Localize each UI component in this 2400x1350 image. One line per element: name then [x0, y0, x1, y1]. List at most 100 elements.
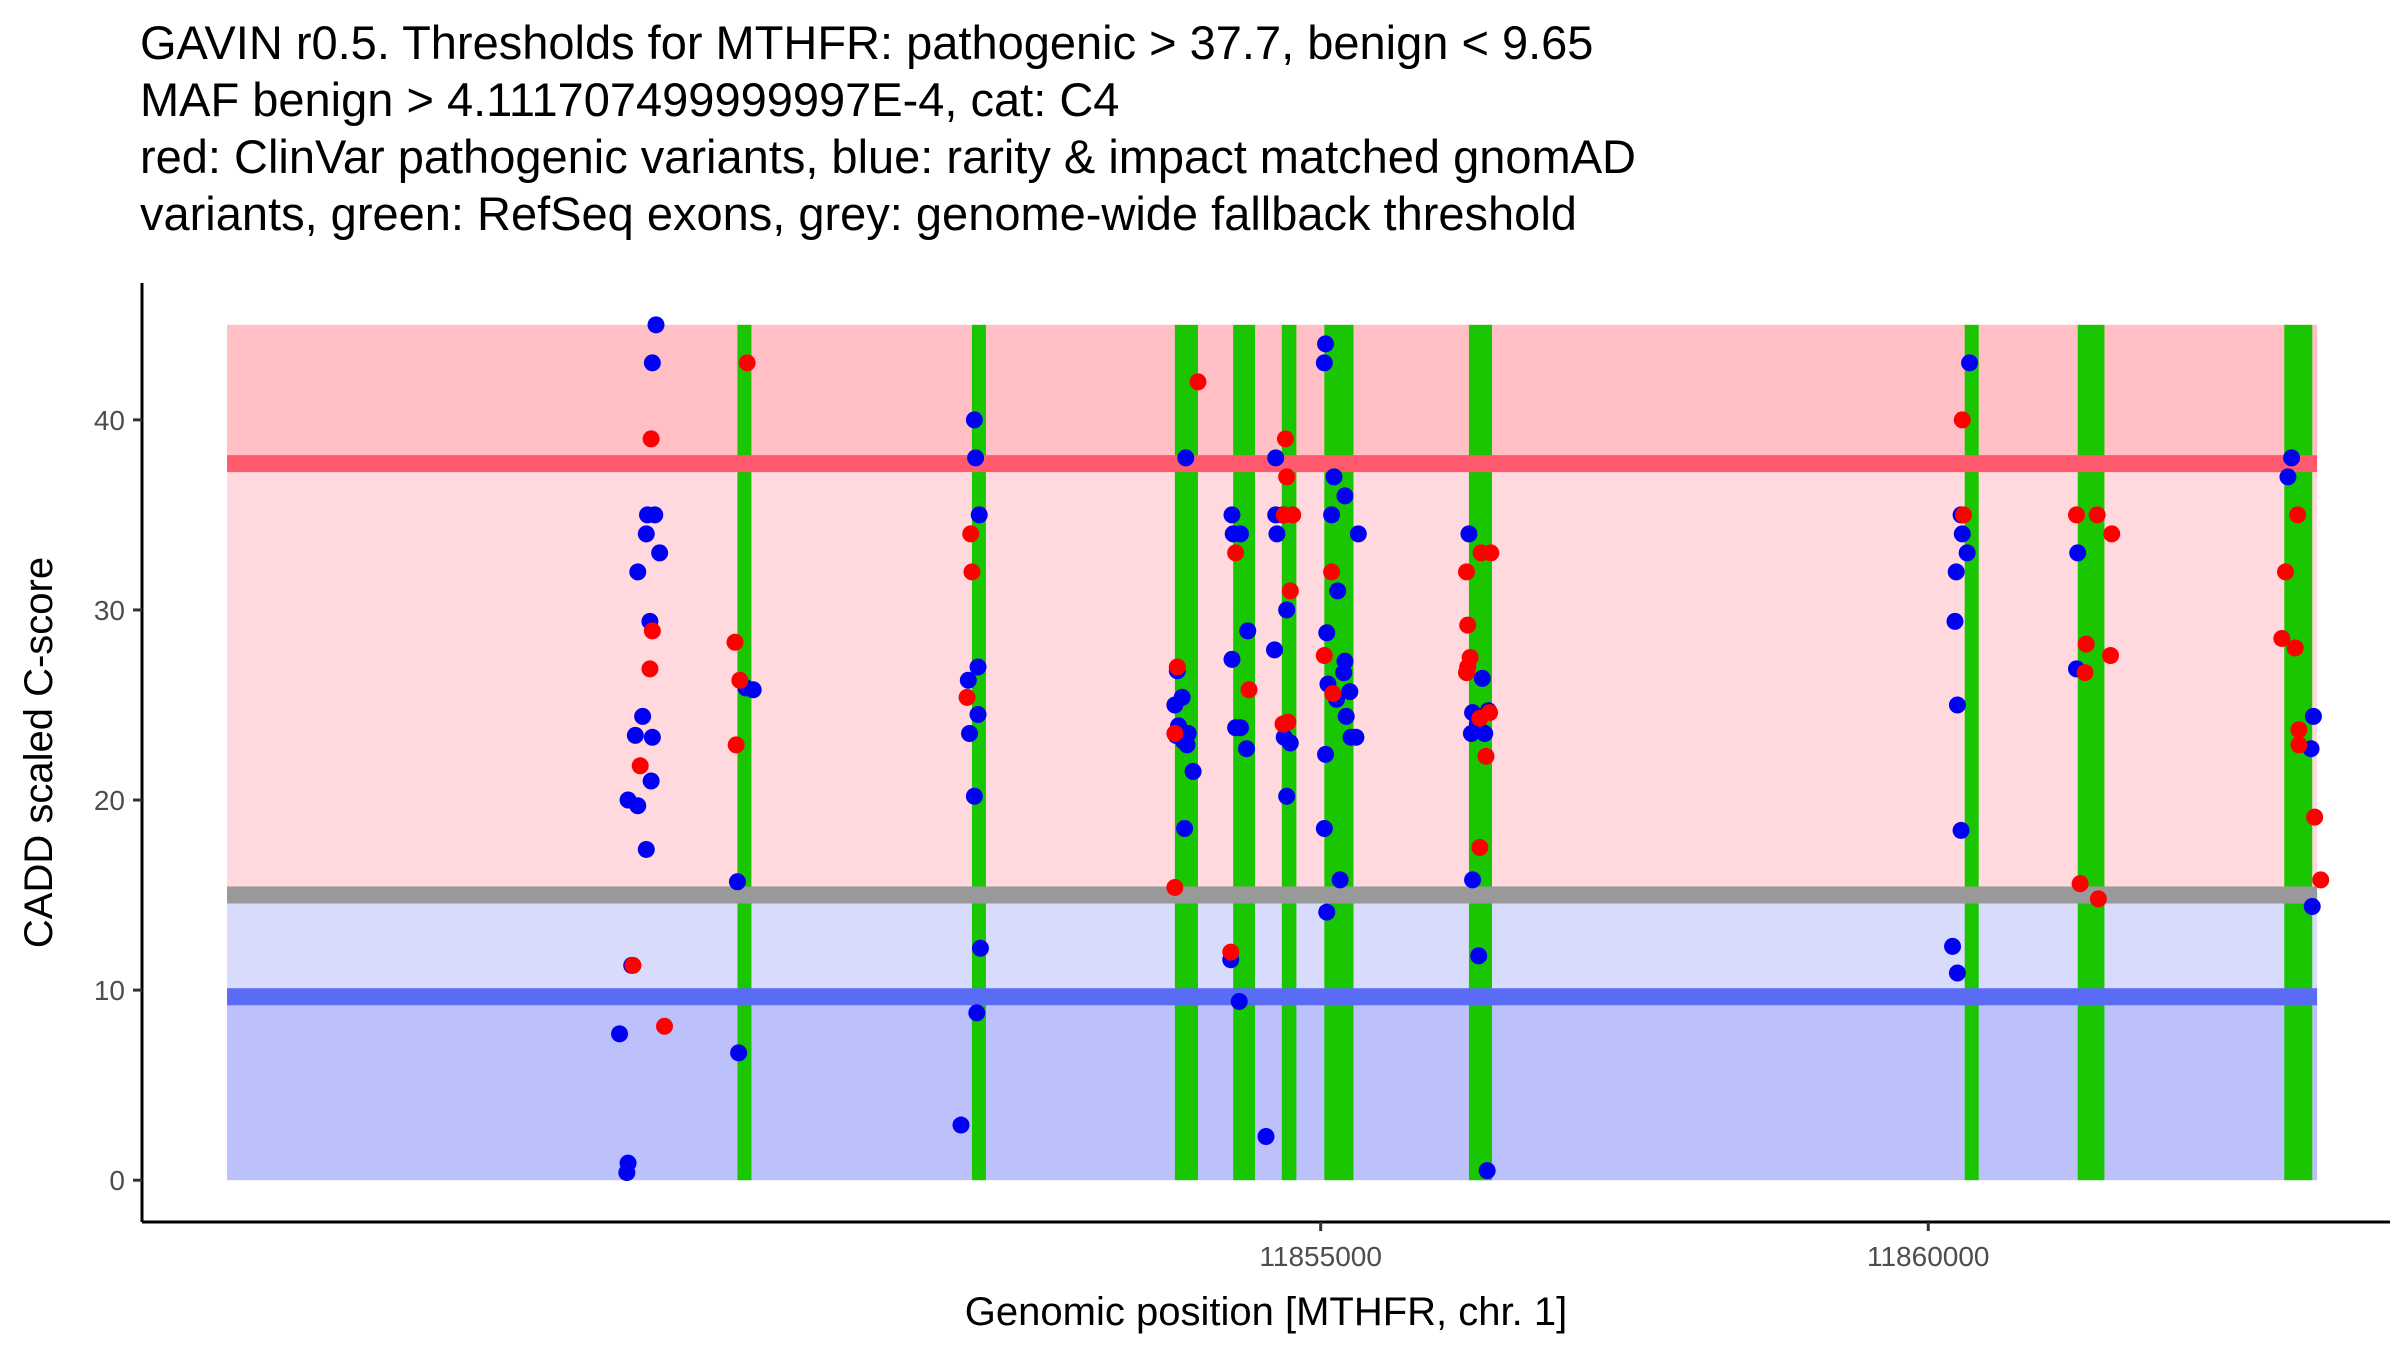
clinvar-point-21 [1276, 430, 1294, 448]
gnomad-point-51 [1231, 719, 1249, 737]
clinvar-point-58 [2306, 808, 2324, 826]
gnomad-point-21 [730, 1044, 748, 1062]
axes [140, 283, 2390, 1224]
y-tick-label-0: 0 [109, 1165, 125, 1196]
clinvar-point-25 [1281, 582, 1299, 600]
clinvar-point-8 [726, 633, 744, 651]
clinvar-point-53 [2276, 563, 2294, 581]
clinvar-point-1 [642, 430, 660, 448]
gnomad-point-94 [1470, 947, 1488, 965]
gnomad-point-66 [1317, 335, 1335, 353]
clinvar-point-48 [2102, 647, 2120, 665]
x-axis-ticks: 11855000 11860000 [1259, 1222, 1989, 1272]
clinvar-point-27 [1279, 713, 1297, 731]
y-tick-label-10: 10 [94, 975, 125, 1006]
gnomad-point-81 [1347, 728, 1365, 746]
gnomad-point-4 [646, 506, 664, 524]
clinvar-point-17 [1166, 878, 1184, 896]
gnomad-point-19 [618, 1164, 636, 1182]
clinvar-point-55 [2286, 639, 2304, 657]
clinvar-point-6 [656, 1017, 674, 1035]
gnomad-point-72 [1329, 582, 1347, 600]
gnomad-point-43 [1178, 736, 1196, 754]
gnomad-point-17 [611, 1025, 629, 1043]
clinvar-point-39 [1481, 704, 1499, 722]
gnomad-point-30 [961, 724, 979, 742]
clinvar-point-18 [1227, 544, 1245, 562]
clinvar-point-28 [1323, 563, 1341, 581]
clinvar-point-19 [1240, 681, 1258, 699]
gnomad-point-106 [2069, 544, 2087, 562]
gnomad-point-5 [651, 544, 669, 562]
gnomad-point-86 [1460, 525, 1478, 543]
exon-bar-8 [1964, 324, 1979, 1181]
title-line-4: variants, green: RefSeq exons, grey: gen… [140, 187, 1577, 240]
clinvar-point-3 [641, 660, 659, 678]
clinvar-point-16 [1166, 724, 1184, 742]
clinvar-point-59 [2312, 871, 2330, 889]
clinvar-point-40 [1477, 747, 1495, 765]
clinvar-point-43 [1954, 506, 1972, 524]
gnomad-point-23 [744, 681, 762, 699]
gnomad-point-61 [1266, 641, 1284, 659]
gnomad-point-1 [647, 316, 665, 334]
benign-region [227, 996, 2318, 1181]
clinvar-point-44 [2067, 506, 2085, 524]
clinvar-point-13 [958, 688, 976, 706]
gnomad-point-63 [1281, 734, 1299, 752]
clinvar-point-54 [2273, 629, 2291, 647]
gnomad-point-14 [629, 797, 647, 815]
gnomad-point-100 [1947, 563, 1965, 581]
gnomad-point-71 [1349, 525, 1367, 543]
y-tick-label-40: 40 [94, 405, 125, 436]
gnomad-point-27 [969, 658, 987, 676]
gnomad-point-7 [629, 563, 647, 581]
y-axis-title: CADD scaled C-score [17, 557, 61, 948]
gnomad-point-45 [1176, 820, 1194, 838]
gnomad-point-25 [967, 449, 985, 467]
gnomad-point-83 [1315, 820, 1333, 838]
gnomad-point-11 [643, 728, 661, 746]
gnomad-point-70 [1323, 506, 1341, 524]
clinvar-point-11 [962, 525, 980, 543]
gnomad-point-78 [1341, 683, 1359, 701]
clinvar-point-56 [2290, 721, 2308, 739]
gnomad-point-2 [643, 354, 661, 372]
gnomad-point-75 [1335, 664, 1353, 682]
x-tick-label-11860000: 11860000 [1867, 1241, 1990, 1272]
y-tick-label-20: 20 [94, 785, 125, 816]
gnomad-point-35 [1177, 449, 1195, 467]
gnomad-point-57 [1268, 525, 1286, 543]
gnomad-point-29 [959, 671, 977, 689]
gnomad-point-12 [642, 772, 660, 790]
gnomad-point-32 [971, 939, 989, 957]
gnomad-point-10 [626, 726, 644, 744]
exon-bar-1 [737, 324, 752, 1181]
clinvar-point-12 [963, 563, 981, 581]
exon-bar-5 [1281, 324, 1297, 1181]
clinvar-point-4 [631, 757, 649, 775]
uncertain-low-region [227, 895, 2318, 997]
clinvar-point-15 [1168, 658, 1186, 676]
gnomad-point-99 [1958, 544, 1976, 562]
clinvar-point-29 [1315, 647, 1333, 665]
gnomad-point-33 [968, 1004, 986, 1022]
clinvar-point-14 [1189, 373, 1207, 391]
gnomad-point-64 [1278, 787, 1296, 805]
gnomad-point-26 [970, 506, 988, 524]
clinvar-point-37 [1457, 664, 1475, 682]
gnomad-point-56 [1267, 449, 1285, 467]
clinvar-point-46 [2103, 525, 2121, 543]
gnomad-point-38 [1173, 688, 1191, 706]
gnomad-point-103 [1952, 821, 1970, 839]
gnomad-point-98 [1953, 525, 1971, 543]
clinvar-point-34 [1459, 616, 1477, 634]
gnomad-point-73 [1318, 624, 1336, 642]
clinvar-point-30 [1324, 685, 1342, 703]
gnomad-point-84 [1331, 871, 1349, 889]
y-tick-label-30: 30 [94, 595, 125, 626]
exon-bar-9 [2077, 324, 2105, 1181]
title-line-1: GAVIN r0.5. Thresholds for MTHFR: pathog… [140, 16, 1594, 69]
gnomad-point-24 [965, 411, 983, 429]
